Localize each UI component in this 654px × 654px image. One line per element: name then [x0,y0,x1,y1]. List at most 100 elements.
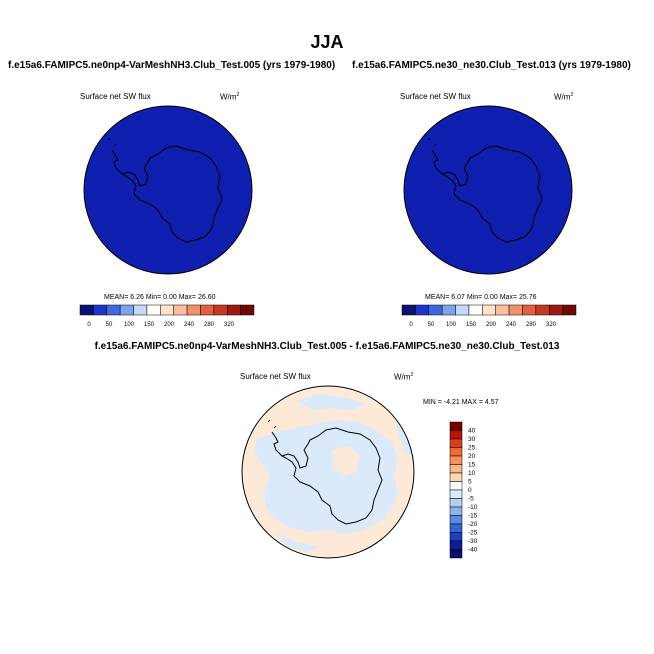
right-peninsula [431,149,443,175]
left-colorbar-swatch [79,304,94,316]
right-colorbar-swatch [401,304,416,316]
left-stats: MEAN= 6.26 Min= 0.00 Max= 26.60 [104,294,216,301]
diff-negative-southwest [276,532,318,552]
right-colorbar-tick-label: 320 [546,322,557,328]
left-colorbar-tick-label: 100 [124,322,135,328]
left-colorbar-swatch [93,304,108,316]
right-colorbar-swatch [522,304,537,316]
left-map-field [83,105,253,275]
right-stats: MEAN= 6.07 Min= 0.00 Max= 25.76 [425,294,537,301]
right-island-arc [427,137,437,147]
left-colorbar-tick-label: 150 [144,322,155,328]
diff-colorbar-swatch [449,523,463,533]
diff-units-exp: 2 [410,372,414,378]
right-colorbar-swatch [562,304,577,316]
diff-stats: MIN = -4.21 MAX = 4.57 [423,399,499,406]
left-peninsula [111,149,123,175]
diff-colorbar-tick-label: 25 [468,445,476,452]
diff-colorbar-tick-label: 15 [468,462,476,469]
right-colorbar-tick-label: 200 [486,322,497,328]
diff-polar-map [241,385,415,559]
left-colorbar-swatch [119,304,134,316]
left-polar-map [83,105,253,275]
diff-negative-east [396,420,412,456]
left-colorbar-tick-label: 200 [164,322,175,328]
right-colorbar: 0 50 100 150 200 240 280 320 [401,304,577,328]
left-colorbar-swatch [173,304,188,316]
left-colorbar-swatch [133,304,148,316]
right-colorbar-tick-label: 50 [428,322,435,328]
left-colorbar-tick-label: 320 [224,322,235,328]
right-colorbar-swatch [441,304,456,316]
diff-positive-patch [332,446,360,476]
left-case-title: f.e15a6.FAMIPC5.ne0np4-VarMeshNH3.Club_T… [8,60,336,71]
diff-case-title: f.e15a6.FAMIPC5.ne0np4-VarMeshNH3.Club_T… [94,341,560,352]
left-units-exp: 2 [236,92,240,98]
diff-units-label: W/m2 [394,372,413,382]
diff-colorbar-tick-label: 10 [468,470,476,477]
diff-colorbar-swatch [449,430,463,440]
left-colorbar-tick-label: 240 [184,322,195,328]
diff-colorbar-swatch [449,472,463,482]
diff-colorbar-tick-label: 20 [468,453,476,460]
right-colorbar-swatch [455,304,470,316]
diff-colorbar-tick-label: 5 [468,479,472,486]
diff-island-arc [267,419,277,429]
right-colorbar-swatch [548,304,563,316]
diff-peninsula [271,431,283,457]
diff-colorbar-swatch [449,447,463,457]
left-variable-label: Surface net SW flux [80,92,151,101]
diff-colorbar-tick-label: -5 [468,496,474,503]
diff-colorbar-swatch [449,489,463,499]
diff-colorbar-swatch [449,540,463,550]
page-title: JJA [310,32,344,52]
right-antarctica-coastline [440,145,543,243]
diff-colorbar-swatch [449,421,463,431]
left-colorbar-swatch [240,304,255,316]
diff-colorbar-tick-label: -40 [468,547,478,554]
right-colorbar-swatch [508,304,523,316]
right-colorbar-swatch [468,304,483,316]
diff-colorbar-tick-label: -20 [468,521,478,528]
left-island-arc [107,137,117,147]
left-units-base: W/m [220,92,237,102]
diff-colorbar-swatch [449,532,463,542]
diff-antarctica-coastline [280,427,383,525]
diff-colorbar-swatch [449,455,463,465]
right-units-exp: 2 [570,92,574,98]
left-colorbar-swatch [146,304,161,316]
diff-map-border [241,385,415,559]
left-colorbar-swatch [226,304,241,316]
diff-colorbar-tick-label: -10 [468,504,478,511]
right-colorbar-tick-label: 0 [409,322,413,328]
diff-colorbar-swatch [449,464,463,474]
diff-negative-band [254,420,398,534]
diff-negative-north [296,394,366,410]
diff-colorbar-tick-label: -25 [468,530,478,537]
left-colorbar-swatch [160,304,174,316]
right-colorbar-swatch [482,304,496,316]
left-colorbar-tick-label: 280 [204,322,215,328]
right-colorbar-tick-label: 100 [446,322,457,328]
right-units-label: W/m2 [554,92,573,102]
left-antarctica-coastline [120,145,223,243]
left-colorbar-swatch [186,304,201,316]
left-colorbar-tick-label: 50 [106,322,113,328]
left-colorbar-tick-label: 0 [87,322,91,328]
right-units-base: W/m [554,92,571,102]
right-colorbar-tick-label: 150 [466,322,477,328]
right-colorbar-swatch [428,304,443,316]
diff-colorbar-swatch [449,438,463,448]
left-colorbar-swatch [213,304,228,316]
right-polar-map [403,105,573,275]
left-colorbar: 0 50 100 150 200 240 280 320 [79,304,255,328]
right-colorbar-tick-label: 280 [526,322,537,328]
diff-colorbar-swatch [449,506,463,516]
diff-colorbar-swatch [449,481,463,491]
diff-colorbar-swatch [449,515,463,525]
left-colorbar-swatch [106,304,121,316]
right-colorbar-swatch [415,304,430,316]
right-variable-label: Surface net SW flux [400,92,471,101]
right-colorbar-tick-label: 240 [506,322,517,328]
